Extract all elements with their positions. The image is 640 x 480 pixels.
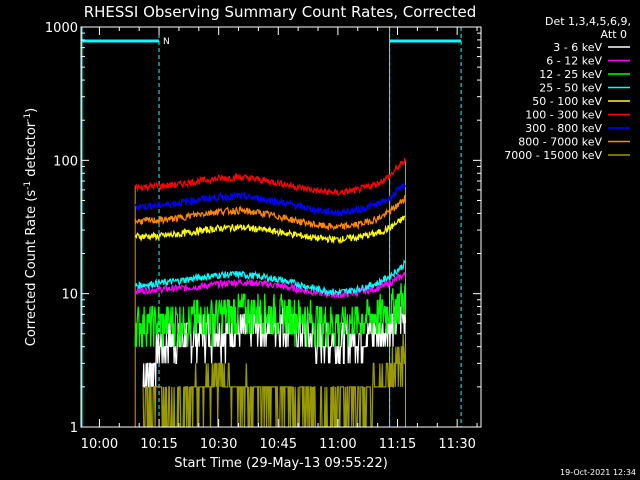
chart-title: RHESSI Observing Summary Count Rates, Co… — [84, 3, 477, 21]
legend-label-7: 800 - 7000 keV — [518, 136, 602, 149]
y-tick-label-3: 1000 — [45, 21, 78, 36]
x-tick-label-2: 10:30 — [200, 437, 237, 452]
y-axis-label-sup2: -1 — [23, 113, 33, 122]
plot-area: N — [80, 27, 462, 428]
legend-label-4: 50 - 100 keV — [532, 95, 602, 108]
legend-label-1: 6 - 12 keV — [546, 55, 602, 68]
x-tick-label-0: 10:00 — [81, 437, 118, 452]
series-line-6 — [134, 183, 406, 217]
y-tick-label-0: 1 — [70, 421, 78, 436]
plot-frame — [80, 26, 482, 428]
legend-header-line-1: Det 1,3,4,5,6,9, — [545, 15, 631, 28]
y-axis-label-sup1: -1 — [23, 181, 33, 190]
legend-label-3: 25 - 50 keV — [539, 82, 602, 95]
legend-label-5: 100 - 300 keV — [525, 109, 602, 122]
y-axis-label: Corrected Count Rate (s-1 detector-1) — [23, 108, 39, 346]
legend-header-line-2: Att 0 — [601, 28, 627, 41]
x-tick-label-4: 11:00 — [319, 437, 356, 452]
series-line-5 — [134, 158, 406, 197]
x-tick-label-5: 11:15 — [379, 437, 416, 452]
generation-timestamp: 19-Oct-2021 12:34 — [560, 468, 636, 477]
series-line-2 — [134, 283, 406, 348]
legend-label-2: 12 - 25 keV — [539, 68, 602, 81]
x-tick-label-6: 11:30 — [438, 437, 475, 452]
legend-label-6: 300 - 800 keV — [525, 122, 602, 135]
legend-label-0: 3 - 6 keV — [553, 41, 602, 54]
legend-label-8: 7000 - 15000 keV — [504, 149, 602, 162]
x-axis: 10:00 10:15 10:30 10:45 11:00 11:15 11:30 — [81, 27, 478, 452]
y-axis-label-mid: detector — [24, 121, 39, 181]
y-axis-label-end: ) — [24, 108, 39, 113]
x-axis-label: Start Time (29-May-13 09:55:22) — [174, 456, 388, 471]
series-line-7 — [134, 194, 406, 231]
y-axis-label-main: Corrected Count Rate (s — [24, 190, 39, 347]
night-annotation-0: N — [163, 37, 170, 47]
y-tick-label-1: 10 — [61, 288, 78, 303]
series-line-8 — [142, 333, 407, 428]
x-tick-label-3: 10:45 — [260, 437, 297, 452]
y-axis: 1 10 100 1000 — [45, 21, 481, 436]
y-tick-label-2: 100 — [53, 154, 78, 169]
x-tick-label-1: 10:15 — [140, 437, 177, 452]
series-line-3 — [134, 258, 406, 297]
series-line-4 — [134, 215, 406, 245]
